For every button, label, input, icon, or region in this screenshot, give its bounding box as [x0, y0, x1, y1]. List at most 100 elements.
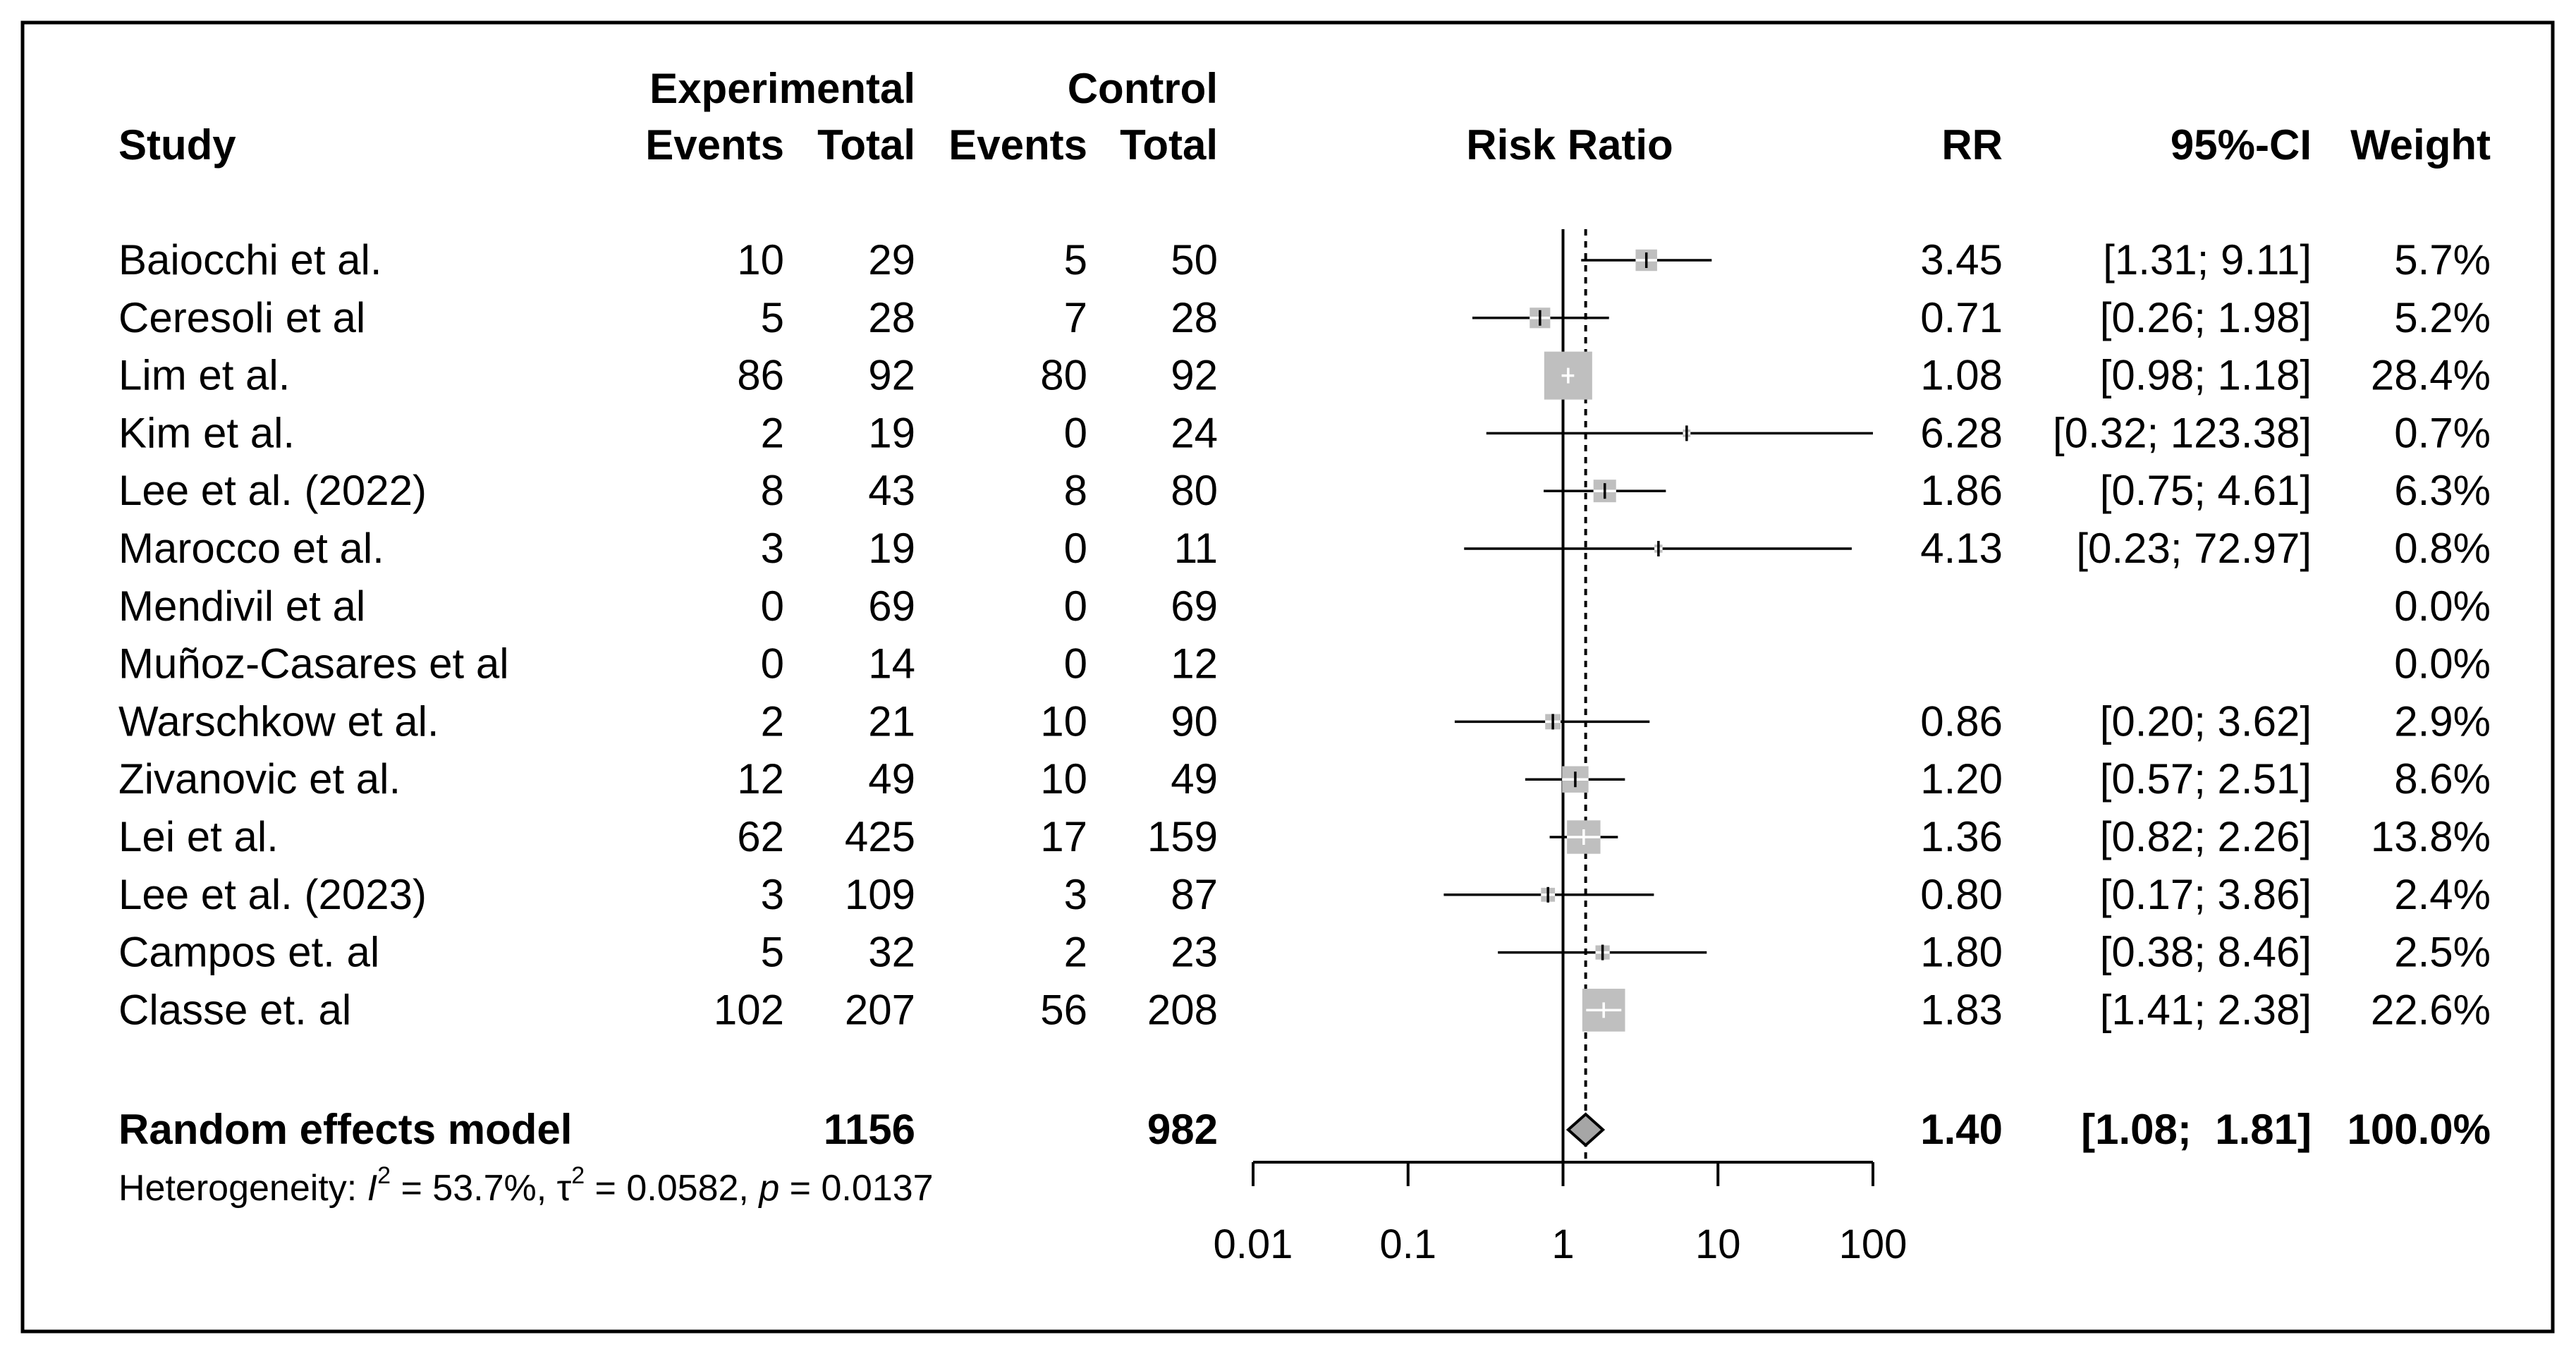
het-p-value: = 0.0137: [779, 1168, 933, 1209]
x-axis-tick-label: 0.01: [1214, 1221, 1293, 1267]
header-weight: Weight: [2350, 121, 2491, 169]
ctrl-events: 10: [1040, 755, 1087, 803]
study-name: Zivanovic et al.: [118, 755, 401, 803]
ctrl-events: 8: [1064, 467, 1087, 514]
exp-events: 62: [737, 813, 784, 860]
rr-value: 0.71: [1920, 294, 2003, 341]
ctrl-total: 28: [1171, 294, 1218, 341]
study-name: Lee et al. (2022): [118, 467, 427, 514]
header-experimental: Experimental: [649, 65, 915, 112]
exp-total: 92: [868, 352, 915, 399]
ctrl-total: 23: [1171, 929, 1218, 976]
x-axis-tick-label: 100: [1839, 1221, 1907, 1267]
summary-ci: [1.08; 1.81]: [2081, 1106, 2312, 1153]
study-row: Lee et al. (2023) 3 109 3 87 0.80 [0.17; 3.86]…: [118, 871, 2491, 918]
plot-marks: [1443, 229, 1873, 1162]
study-name: Mendivil et al: [118, 583, 365, 630]
ctrl-total: 69: [1171, 583, 1218, 630]
het-tau2-symbol: τ: [557, 1168, 572, 1209]
summary-rr: 1.40: [1920, 1106, 2003, 1153]
exp-total: 43: [868, 467, 915, 514]
study-row: Muñoz-Casares et al 0 14 0 12 0.0%: [118, 640, 2491, 688]
study-row: Mendivil et al 0 69 0 69 0.0%: [118, 583, 2491, 630]
study-name: Lee et al. (2023): [118, 871, 427, 918]
ctrl-total: 11: [1174, 525, 1218, 572]
weight-value: 13.8%: [2371, 813, 2491, 860]
x-axis-tick-label: 0.1: [1379, 1221, 1436, 1267]
study-name: Marocco et al.: [118, 525, 384, 572]
weight-value: 2.9%: [2394, 697, 2491, 745]
header-rr: RR: [1941, 121, 2003, 169]
exp-total: 109: [845, 871, 915, 918]
ctrl-total: 87: [1171, 871, 1218, 918]
heterogeneity-text: Heterogeneity: I2 = 53.7%, τ2 = 0.0582, …: [118, 1162, 934, 1209]
ctrl-events: 0: [1064, 409, 1087, 456]
ctrl-events: 5: [1064, 236, 1087, 283]
study-name: Muñoz-Casares et al: [118, 640, 509, 688]
het-prefix: Heterogeneity:: [118, 1168, 367, 1209]
summary-weight: 100.0%: [2348, 1106, 2491, 1153]
ci-value: [0.20; 3.62]: [2100, 697, 2312, 745]
ci-value: [0.32; 123.38]: [2053, 409, 2312, 456]
exp-total: 28: [868, 294, 915, 341]
rr-value: 4.13: [1920, 525, 2003, 572]
ctrl-events: 0: [1064, 525, 1087, 572]
header-ci: 95%-CI: [2171, 121, 2312, 169]
study-row: Kim et al. 2 19 0 24 6.28 [0.32; 123.38] 0.7%: [118, 409, 2491, 456]
study-row: Lei et al. 62 425 17 159 1.36 [0.82; 2.26] 13.8…: [118, 813, 2491, 860]
ci-value: [0.75; 4.61]: [2100, 467, 2312, 514]
ctrl-events: 2: [1064, 929, 1087, 976]
summary-row: Random effects model 1156 982 1.40 [1.08…: [118, 1106, 2491, 1153]
rr-value: 3.45: [1920, 236, 2003, 283]
het-p-symbol: p: [757, 1168, 779, 1209]
study-name: Classe et. al: [118, 986, 351, 1033]
summary-ctrl-total: 982: [1147, 1106, 1218, 1153]
ctrl-total: 50: [1171, 236, 1218, 283]
exp-total: 32: [868, 929, 915, 976]
study-row: Lim et al. 86 92 80 92 1.08 [0.98; 1.18] 28.4%: [118, 352, 2491, 399]
exp-events: 2: [761, 697, 784, 745]
weight-value: 5.2%: [2394, 294, 2491, 341]
exp-events: 12: [737, 755, 784, 803]
study-name: Warschkow et al.: [118, 697, 439, 745]
rr-value: 1.08: [1920, 352, 2003, 399]
ctrl-events: 3: [1064, 871, 1087, 918]
header-study: Study: [118, 121, 236, 169]
ctrl-total: 92: [1171, 352, 1218, 399]
ci-value: [0.23; 72.97]: [2076, 525, 2312, 572]
weight-value: 0.7%: [2394, 409, 2491, 456]
exp-total: 19: [868, 525, 915, 572]
ctrl-events: 0: [1064, 640, 1087, 688]
exp-total: 207: [845, 986, 915, 1033]
exp-events: 2: [761, 409, 784, 456]
ci-value: [1.41; 2.38]: [2100, 986, 2312, 1033]
study-name: Baiocchi et al.: [118, 236, 382, 283]
summary-label: Random effects model: [118, 1106, 572, 1153]
exp-events: 3: [761, 871, 784, 918]
ci-value: [0.17; 3.86]: [2100, 871, 2312, 918]
weight-value: 22.6%: [2371, 986, 2491, 1033]
study-row: Lee et al. (2022) 8 43 8 80 1.86 [0.75; 4.61] 6…: [118, 467, 2491, 514]
weight-value: 8.6%: [2394, 755, 2491, 803]
ctrl-total: 12: [1171, 640, 1218, 688]
study-name: Lei et al.: [118, 813, 279, 860]
header-risk-ratio: Risk Ratio: [1466, 121, 1673, 169]
rr-value: 1.86: [1920, 467, 2003, 514]
ctrl-events: 7: [1064, 294, 1087, 341]
exp-events: 0: [761, 583, 784, 630]
study-row: Marocco et al. 3 19 0 11 4.13 [0.23; 72.97] 0.8…: [118, 525, 2491, 572]
exp-events: 0: [761, 640, 784, 688]
exp-events: 102: [714, 986, 784, 1033]
exp-total: 425: [845, 813, 915, 860]
exp-total: 19: [868, 409, 915, 456]
ci-value: [0.98; 1.18]: [2100, 352, 2312, 399]
ci-value: [0.82; 2.26]: [2100, 813, 2312, 860]
study-row: Baiocchi et al. 10 29 5 50 3.45 [1.31; 9.11] 5.…: [118, 236, 2491, 283]
study-name: Kim et al.: [118, 409, 295, 456]
rr-value: 0.86: [1920, 697, 2003, 745]
study-name: Lim et al.: [118, 352, 290, 399]
het-tau2-sup: 2: [571, 1162, 585, 1189]
ctrl-total: 80: [1171, 467, 1218, 514]
study-name: Campos et. al: [118, 929, 379, 976]
ctrl-events: 56: [1040, 986, 1087, 1033]
